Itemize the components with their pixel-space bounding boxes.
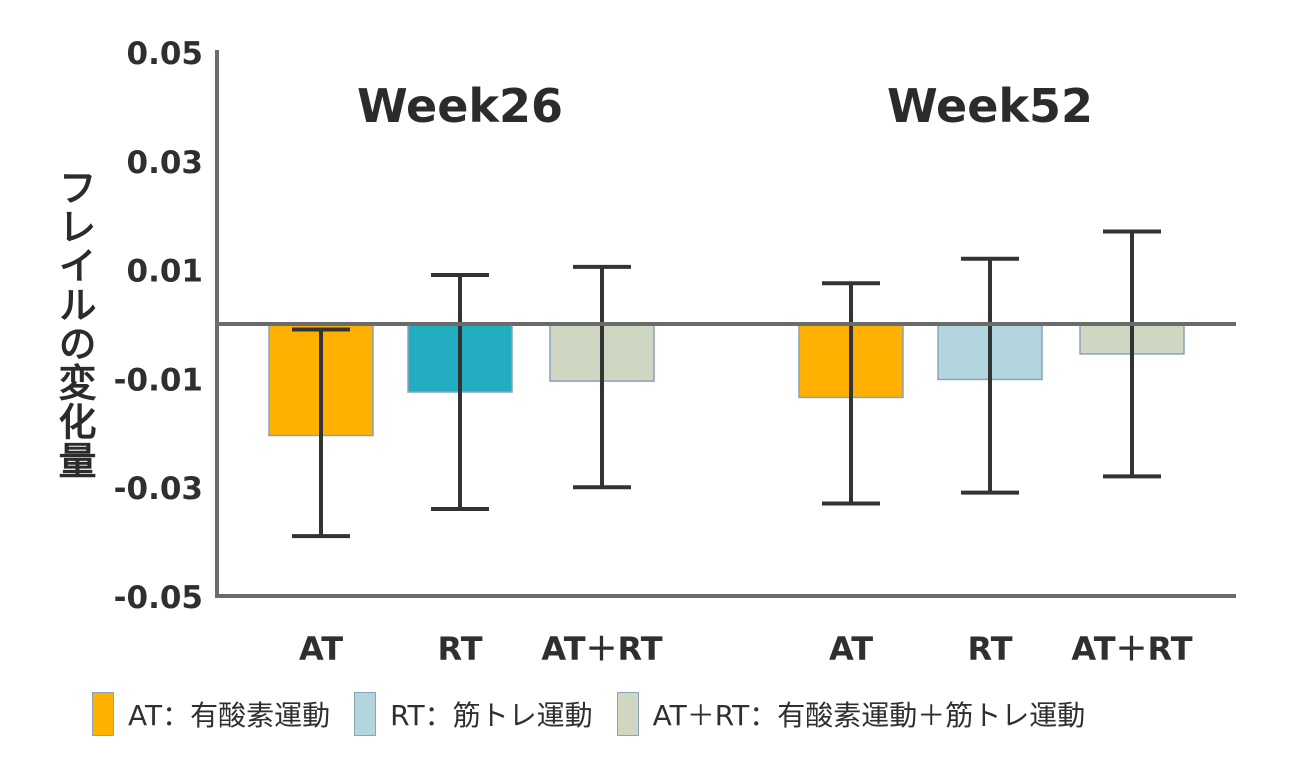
y-tick-label: 0.03	[127, 145, 204, 181]
legend: AT：有酸素運動 RT：筋トレ運動 AT＋RT：有酸素運動＋筋トレ運動	[92, 692, 1109, 736]
legend-label-rt: RT：筋トレ運動	[390, 699, 593, 732]
x-category-label: AT	[829, 630, 873, 668]
legend-item-rt: RT：筋トレ運動	[354, 692, 593, 736]
legend-item-at: AT：有酸素運動	[92, 692, 330, 736]
legend-label-at: AT：有酸素運動	[128, 699, 331, 732]
group-title: Week52	[887, 79, 1093, 133]
y-tick-label: 0.05	[127, 36, 204, 72]
group-title: Week26	[357, 79, 563, 133]
y-tick-label: -0.01	[114, 362, 203, 398]
chart-groups: Week26 AT RT AT＋RT Week52 AT RT AT＋RT	[268, 79, 1193, 668]
x-category-label: RT	[967, 630, 1012, 668]
legend-swatch-at-rt	[616, 692, 639, 736]
legend-swatch-at	[92, 692, 114, 736]
y-tick-label: 0.01	[127, 254, 204, 290]
legend-swatch-rt	[354, 692, 377, 736]
y-tick-label: -0.05	[114, 580, 203, 616]
legend-label-at-rt: AT＋RT：有酸素運動＋筋トレ運動	[652, 699, 1086, 732]
x-category-label: AT＋RT	[541, 630, 662, 668]
x-category-label: AT	[299, 630, 343, 668]
y-axis-ticks: 0.05 0.03 0.01 -0.01 -0.03 -0.05	[114, 36, 203, 616]
y-tick-label: -0.03	[114, 471, 203, 507]
y-axis-label: フレイルの変化量	[52, 168, 96, 480]
x-category-label: RT	[437, 630, 482, 668]
x-category-label: AT＋RT	[1071, 630, 1192, 668]
legend-item-at-rt: AT＋RT：有酸素運動＋筋トレ運動	[616, 692, 1086, 736]
